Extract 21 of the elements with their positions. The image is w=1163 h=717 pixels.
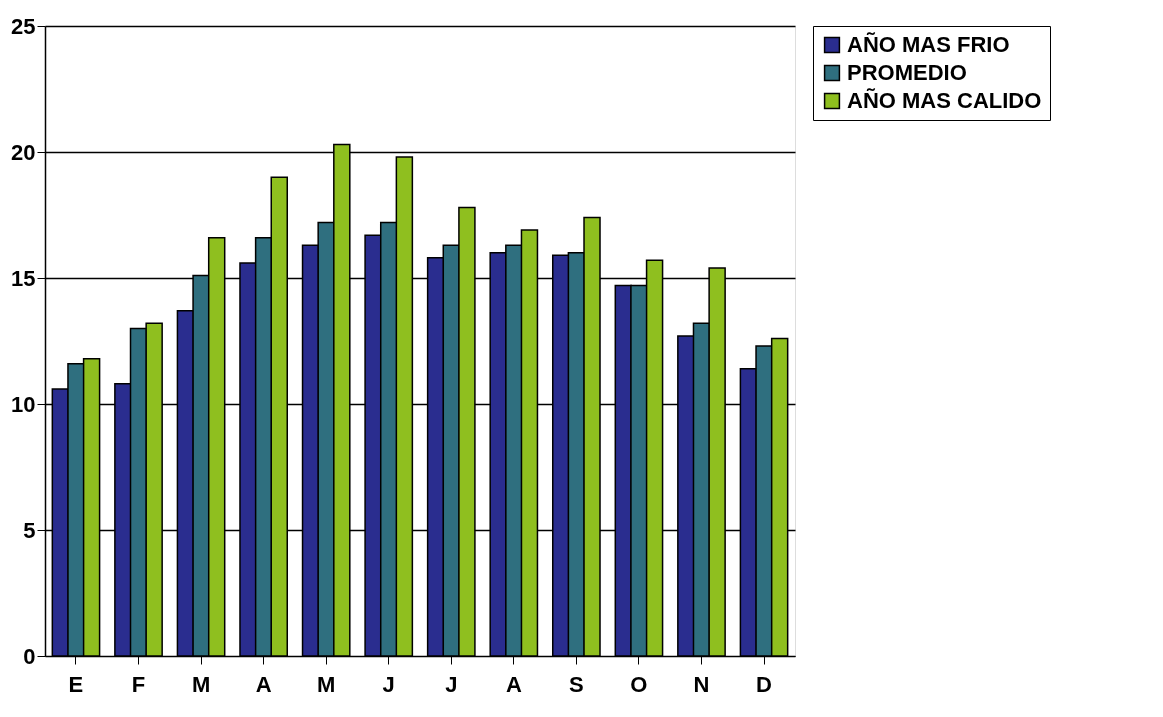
x-tick-label: E (68, 671, 84, 697)
x-tick-label: M (317, 671, 336, 697)
legend-label: AÑO MAS CALIDO (847, 88, 1042, 113)
y-tick-label: 10 (11, 391, 36, 417)
legend-label: AÑO MAS FRIO (847, 32, 1010, 57)
x-tick-label: A (505, 671, 522, 697)
x-tick-label: A (255, 671, 272, 697)
x-tick-label: O (630, 671, 648, 697)
x-tick-label: F (131, 671, 146, 697)
x-tick-label: S (569, 671, 584, 697)
y-tick-label: 0 (23, 643, 36, 669)
x-tick-label: D (756, 671, 772, 697)
x-tick-label: J (445, 671, 458, 697)
x-tick-label: J (382, 671, 395, 697)
y-tick-label: 15 (11, 265, 36, 291)
y-tick-label: 20 (11, 139, 36, 165)
x-tick-label: M (191, 671, 211, 697)
y-tick-label: 5 (23, 517, 36, 543)
x-tick-label: N (693, 671, 710, 697)
legend-label: PROMEDIO (847, 60, 967, 85)
y-tick-label: 25 (11, 13, 36, 39)
